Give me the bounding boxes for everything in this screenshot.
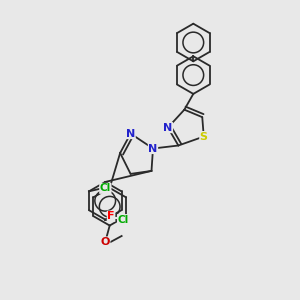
Text: N: N xyxy=(126,129,135,139)
Text: Cl: Cl xyxy=(100,183,111,194)
Text: S: S xyxy=(200,132,208,142)
Text: N: N xyxy=(148,143,158,154)
Text: F: F xyxy=(107,211,115,221)
Text: N: N xyxy=(163,123,172,133)
Text: O: O xyxy=(100,237,110,247)
Text: Cl: Cl xyxy=(118,214,129,225)
